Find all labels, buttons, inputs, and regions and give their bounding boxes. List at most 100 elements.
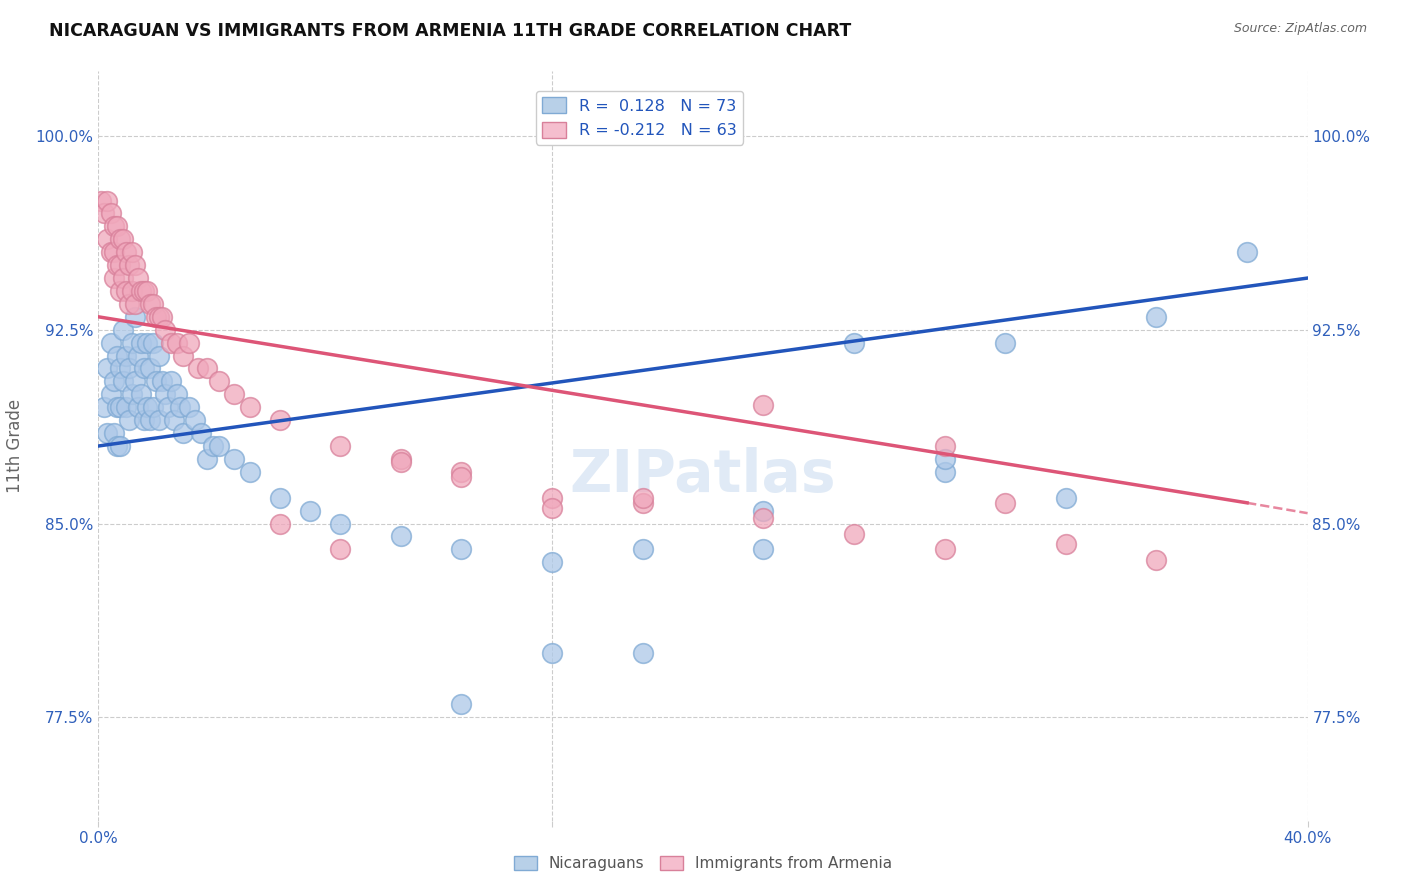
Point — [329, 439, 352, 453]
Point — [752, 503, 775, 517]
Point — [127, 401, 149, 415]
Point — [752, 511, 775, 525]
Point — [166, 387, 188, 401]
Point — [100, 206, 122, 220]
Point — [239, 401, 262, 415]
Text: Source: ZipAtlas.com: Source: ZipAtlas.com — [1233, 22, 1367, 36]
Point — [934, 439, 956, 453]
Point — [195, 361, 218, 376]
Point — [103, 245, 125, 260]
Point — [111, 232, 134, 246]
Point — [127, 349, 149, 363]
Point — [114, 401, 136, 415]
Point — [93, 206, 115, 220]
Point — [1054, 491, 1077, 505]
Point — [105, 219, 128, 234]
Point — [631, 646, 654, 660]
Point — [166, 335, 188, 350]
Point — [269, 516, 291, 531]
Text: ZIPatlas: ZIPatlas — [569, 448, 837, 505]
Point — [389, 451, 412, 466]
Point — [1144, 310, 1167, 324]
Point — [135, 335, 157, 350]
Point — [114, 245, 136, 260]
Point — [142, 401, 165, 415]
Point — [844, 526, 866, 541]
Point — [121, 335, 143, 350]
Point — [450, 465, 472, 479]
Point — [108, 361, 131, 376]
Point — [103, 219, 125, 234]
Point — [132, 284, 155, 298]
Point — [135, 284, 157, 298]
Point — [187, 361, 209, 376]
Point — [129, 335, 152, 350]
Point — [631, 491, 654, 505]
Point — [160, 375, 183, 389]
Point — [224, 451, 246, 466]
Point — [190, 426, 212, 441]
Point — [96, 361, 118, 376]
Point — [108, 232, 131, 246]
Point — [540, 646, 562, 660]
Point — [129, 387, 152, 401]
Point — [540, 555, 562, 569]
Point — [108, 258, 131, 272]
Point — [145, 375, 167, 389]
Point — [108, 439, 131, 453]
Point — [631, 542, 654, 557]
Point — [111, 271, 134, 285]
Point — [148, 310, 170, 324]
Point — [150, 375, 173, 389]
Point — [105, 258, 128, 272]
Point — [121, 284, 143, 298]
Point — [100, 245, 122, 260]
Point — [135, 401, 157, 415]
Point — [111, 375, 134, 389]
Point — [96, 194, 118, 208]
Point — [195, 451, 218, 466]
Point — [752, 542, 775, 557]
Point — [179, 401, 201, 415]
Point — [100, 387, 122, 401]
Point — [145, 310, 167, 324]
Point — [994, 496, 1017, 510]
Point — [153, 323, 176, 337]
Point — [934, 542, 956, 557]
Point — [172, 349, 194, 363]
Point — [105, 401, 128, 415]
Point — [150, 310, 173, 324]
Point — [114, 284, 136, 298]
Point — [124, 310, 146, 324]
Point — [184, 413, 207, 427]
Point — [239, 465, 262, 479]
Point — [934, 451, 956, 466]
Point — [994, 335, 1017, 350]
Y-axis label: 11th Grade: 11th Grade — [7, 399, 24, 493]
Point — [329, 542, 352, 557]
Point — [1054, 537, 1077, 551]
Point — [269, 413, 291, 427]
Point — [103, 271, 125, 285]
Point — [121, 387, 143, 401]
Point — [269, 491, 291, 505]
Point — [132, 361, 155, 376]
Point — [540, 501, 562, 516]
Point — [100, 335, 122, 350]
Point — [129, 284, 152, 298]
Point — [172, 426, 194, 441]
Point — [1236, 245, 1258, 260]
Point — [90, 194, 112, 208]
Legend: Nicaraguans, Immigrants from Armenia: Nicaraguans, Immigrants from Armenia — [508, 849, 898, 877]
Point — [132, 413, 155, 427]
Point — [118, 297, 141, 311]
Point — [329, 516, 352, 531]
Point — [124, 297, 146, 311]
Point — [752, 398, 775, 412]
Point — [450, 470, 472, 484]
Point — [93, 401, 115, 415]
Point — [111, 323, 134, 337]
Point — [96, 426, 118, 441]
Point — [450, 698, 472, 712]
Point — [208, 439, 231, 453]
